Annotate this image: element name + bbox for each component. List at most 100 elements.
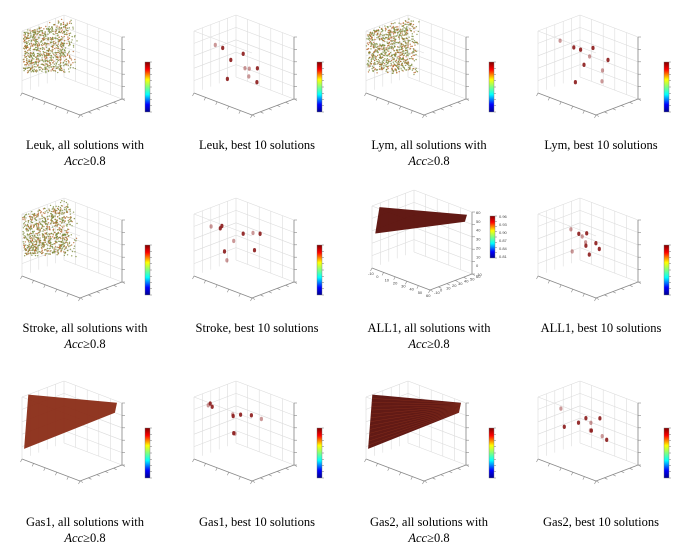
cloud-point — [67, 30, 69, 32]
cloud-point — [44, 63, 47, 65]
cloud-point — [368, 42, 371, 44]
cloud-point — [413, 48, 415, 51]
cloud-point — [397, 58, 400, 60]
cloud-point — [409, 53, 411, 55]
cloud-point — [60, 228, 63, 231]
cloud-point — [397, 61, 400, 63]
cloud-point — [73, 247, 75, 250]
cloud-point — [379, 32, 382, 34]
cloud-point — [64, 236, 66, 239]
cloud-point — [23, 243, 25, 245]
cloud-point — [35, 250, 38, 252]
cloud-point — [53, 63, 56, 65]
cloud-point — [63, 64, 65, 67]
cloud-point — [45, 63, 48, 65]
cloud-point — [50, 232, 52, 235]
cloud-point — [44, 68, 46, 71]
cloud-point — [44, 65, 46, 67]
cloud-point — [67, 203, 69, 205]
cloud-point — [389, 46, 391, 48]
cloud-point — [59, 27, 61, 29]
cloud-point — [392, 35, 395, 37]
cloud-point — [373, 59, 376, 62]
solution-point — [598, 416, 602, 421]
cloud-point — [55, 47, 58, 49]
cloud-point — [44, 67, 46, 69]
cloud-point — [62, 54, 64, 56]
cloud-point — [392, 66, 394, 68]
cloud-point — [396, 31, 399, 34]
cloud-point — [372, 69, 374, 72]
cloud-point — [377, 63, 379, 65]
cloud-point — [33, 246, 36, 248]
cloud-point — [413, 40, 416, 42]
cloud-point — [31, 60, 33, 62]
cloud-point — [44, 212, 46, 215]
cloud-point — [41, 244, 43, 246]
cloud-point — [397, 63, 399, 65]
cloud-point — [416, 71, 419, 73]
cloud-point — [386, 36, 388, 39]
cloud-point — [47, 52, 49, 55]
cloud-point — [42, 63, 45, 66]
cloud-point — [52, 42, 55, 44]
solution-point — [588, 428, 592, 433]
cloud-point — [25, 61, 28, 64]
cloud-point — [56, 51, 59, 54]
cloud-point — [43, 42, 46, 44]
cloud-point — [64, 25, 66, 28]
cloud-point — [57, 232, 60, 235]
cloud-point — [33, 53, 35, 56]
cloud-point — [58, 39, 60, 42]
cloud-point — [383, 47, 385, 49]
cloud-point — [398, 62, 400, 64]
cloud-point — [35, 63, 37, 65]
cloud-point — [392, 31, 395, 33]
cloud-point — [30, 34, 32, 37]
cloud-point — [37, 222, 39, 225]
cloud-point — [46, 68, 48, 71]
cloud-point — [33, 68, 35, 71]
cloud-point — [60, 41, 63, 44]
cloud-point — [30, 232, 33, 235]
colorbar-tick-label: 0.87 — [499, 238, 508, 243]
cloud-point — [399, 60, 402, 63]
cloud-point — [60, 61, 62, 64]
cloud-point — [49, 233, 51, 235]
cloud-point — [42, 34, 45, 37]
cloud-point — [38, 60, 41, 62]
cloud-point — [76, 222, 78, 225]
cloud-point — [413, 73, 415, 76]
caption-stroke-all: Stroke, all solutions with Acc≥0.8 — [0, 320, 180, 352]
cloud-point — [61, 209, 63, 212]
cloud-point — [402, 43, 404, 46]
cloud-point — [24, 237, 26, 239]
cloud-point — [395, 52, 397, 54]
cloud-point — [390, 22, 393, 25]
cloud-point — [49, 236, 52, 238]
cloud-point — [50, 237, 52, 240]
colorbar — [144, 61, 151, 113]
solution-point — [220, 223, 224, 229]
cloud-point — [375, 56, 378, 58]
caption-line2: Acc≥0.8 — [64, 154, 106, 168]
cloud-point — [31, 213, 33, 216]
cloud-point — [73, 239, 76, 241]
cloud-point — [66, 225, 68, 227]
solution-point — [600, 68, 605, 73]
cloud-point — [405, 69, 407, 71]
cloud-point — [47, 33, 49, 36]
caption-line2: Acc≥0.8 — [408, 531, 450, 545]
cloud-point — [36, 246, 38, 249]
cloud-point — [376, 69, 378, 71]
cloud-point — [64, 33, 67, 35]
cloud-point — [41, 44, 43, 47]
cloud-point — [45, 70, 47, 73]
cloud-point — [27, 29, 29, 31]
cloud-point — [52, 221, 54, 223]
cloud-point — [44, 34, 47, 36]
cloud-point — [24, 214, 27, 216]
cloud-point — [38, 43, 41, 45]
cloud-point — [27, 70, 29, 72]
cloud-point — [66, 33, 68, 36]
